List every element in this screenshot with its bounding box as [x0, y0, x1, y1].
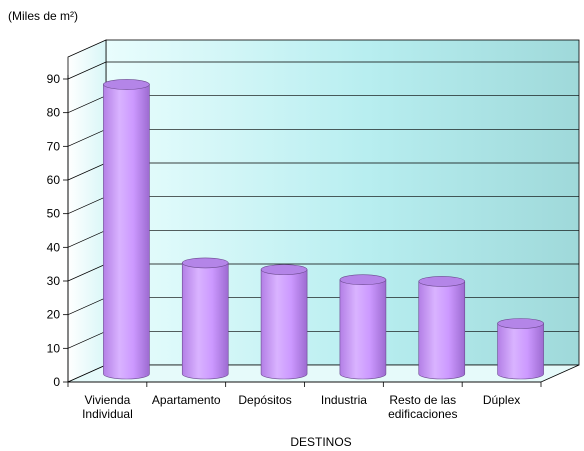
x-tick-label: Vivienda — [85, 393, 131, 407]
y-tick-label: 30 — [47, 274, 61, 288]
y-tick-label: 60 — [47, 173, 61, 187]
y-tick-label: 90 — [47, 72, 61, 86]
bar-top — [181, 257, 229, 269]
unit-label: (Miles de m²) — [8, 9, 78, 23]
bar-body — [418, 281, 466, 380]
x-tick-label: Resto de las — [389, 393, 456, 407]
y-tick-label: 10 — [47, 341, 61, 355]
y-axis: 0 10 20 30 40 50 60 70 80 90 — [47, 72, 69, 389]
bar-top — [418, 276, 466, 287]
bar — [260, 264, 308, 380]
bar — [181, 257, 229, 380]
bar-body — [103, 84, 150, 380]
bar — [339, 274, 387, 380]
x-tick-label: Apartamento — [152, 393, 221, 407]
y-tick-label: 70 — [47, 139, 61, 153]
bar-top — [339, 274, 387, 286]
bar-body — [339, 279, 387, 380]
x-tick-label: edificaciones — [388, 407, 457, 421]
bar — [497, 318, 544, 380]
x-tick-label: Depósitos — [238, 393, 291, 407]
x-tick-label: Dúplex — [483, 393, 520, 407]
bar — [418, 276, 466, 380]
y-tick-label: 0 — [53, 375, 60, 389]
y-tick-label: 80 — [47, 106, 61, 120]
bar-top — [497, 318, 544, 329]
y-tick-label: 20 — [47, 308, 61, 322]
x-axis-title: DESTINOS — [290, 435, 351, 449]
bar-body — [181, 262, 229, 380]
bars — [103, 79, 544, 380]
x-tick-label: Individual — [82, 407, 133, 421]
y-tick-label: 50 — [47, 207, 61, 221]
bar-body — [497, 323, 544, 380]
bar-top — [260, 264, 308, 275]
y-tick-label: 40 — [47, 240, 61, 254]
x-tick-label: Industria — [321, 393, 367, 407]
gridline — [67, 61, 579, 80]
bar-body — [260, 269, 308, 380]
bar-top — [103, 79, 150, 90]
bar — [103, 79, 150, 380]
